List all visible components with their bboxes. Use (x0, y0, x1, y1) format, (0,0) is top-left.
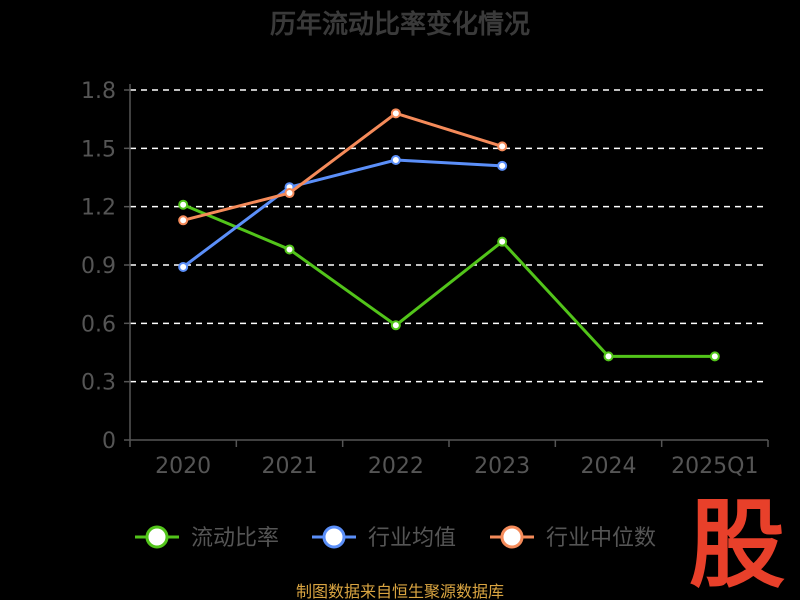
watermark-logo: 股 (689, 489, 785, 600)
axes: 0 0.3 0.6 0.9 1.2 1.5 1.8 2020 2021 2022 2023 2024 2… (81, 79, 769, 479)
data-point[interactable] (390, 155, 401, 165)
series-line-2 (182, 111, 503, 222)
x-tick-label: 2025Q1 (671, 454, 758, 479)
data-source-note: 制图数据来自恒生聚源数据库 (296, 582, 504, 600)
legend-item-2[interactable]: 行业中位数 (490, 525, 656, 551)
y-tick-label: 1.2 (81, 196, 116, 221)
legend: 流动比率 行业均值 行业中位数 (135, 525, 656, 551)
y-tick-label: 1.5 (81, 137, 116, 162)
y-tick-label: 0 (102, 429, 116, 454)
x-tick-label: 2024 (581, 454, 637, 479)
legend-label: 行业中位数 (546, 526, 656, 551)
data-point[interactable] (709, 351, 720, 362)
series-layer (178, 108, 720, 362)
series-line-0 (182, 203, 715, 358)
data-point[interactable] (497, 141, 508, 152)
legend-marker (500, 525, 524, 549)
y-tick-label: 0.9 (81, 254, 116, 279)
data-point[interactable] (178, 261, 189, 272)
data-point[interactable] (178, 199, 189, 210)
data-point[interactable] (178, 215, 189, 226)
data-point[interactable] (497, 160, 508, 171)
legend-marker (322, 525, 346, 549)
x-tick-label: 2022 (368, 454, 424, 479)
y-tick-label: 1.8 (81, 79, 116, 104)
legend-label: 流动比率 (191, 526, 279, 551)
data-point[interactable] (284, 244, 295, 255)
data-point[interactable] (603, 351, 614, 362)
legend-item-0[interactable]: 流动比率 (135, 525, 279, 551)
legend-item-1[interactable]: 行业均值 (312, 525, 456, 551)
grid (130, 89, 768, 383)
legend-marker (145, 525, 169, 549)
data-point[interactable] (284, 188, 295, 199)
x-tick-label: 2023 (474, 454, 530, 479)
y-tick-label: 0.3 (81, 371, 116, 396)
x-tick-label: 2020 (155, 454, 211, 479)
series-line-1 (182, 158, 503, 269)
data-point[interactable] (497, 236, 508, 247)
x-tick-label: 2021 (262, 454, 318, 479)
data-point[interactable] (390, 108, 401, 119)
chart-title: 历年流动比率变化情况 (270, 9, 530, 40)
legend-label: 行业均值 (368, 526, 456, 551)
y-tick-label: 0.6 (81, 312, 116, 337)
data-point[interactable] (390, 320, 401, 331)
